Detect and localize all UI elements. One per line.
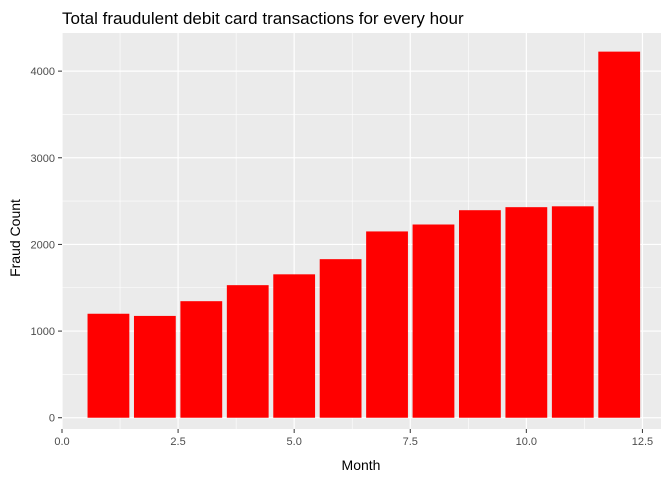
x-axis-title: Month <box>342 457 381 473</box>
bar <box>412 224 455 418</box>
y-tick-label: 4000 <box>31 66 55 78</box>
bar <box>133 315 176 418</box>
x-tick-label: 7.5 <box>403 436 418 448</box>
y-tick-label: 3000 <box>31 153 55 165</box>
bar <box>459 210 501 418</box>
y-tick-label: 2000 <box>31 239 55 251</box>
bar <box>87 313 130 418</box>
x-tick-label: 12.5 <box>632 436 653 448</box>
bar <box>366 231 408 418</box>
x-axis: 0.0 2.5 5.0 7.5 10.0 12.5 <box>54 429 653 448</box>
x-tick-label: 0.0 <box>54 436 69 448</box>
bar <box>319 259 362 418</box>
y-axis-title: Fraud Count <box>7 199 23 277</box>
x-tick-label: 2.5 <box>170 436 185 448</box>
x-tick-label: 10.0 <box>516 436 537 448</box>
bar <box>226 285 269 418</box>
bar <box>551 206 594 418</box>
y-tick-label: 0 <box>49 413 55 425</box>
bars <box>87 51 641 418</box>
y-tick-label: 1000 <box>31 326 55 338</box>
chart-title: Total fraudulent debit card transactions… <box>62 9 464 28</box>
y-axis: 0 1000 2000 3000 4000 <box>31 66 62 425</box>
x-tick-label: 5.0 <box>287 436 302 448</box>
bar <box>598 51 641 418</box>
bar <box>180 301 223 418</box>
bar <box>273 274 316 418</box>
bar <box>505 207 548 418</box>
